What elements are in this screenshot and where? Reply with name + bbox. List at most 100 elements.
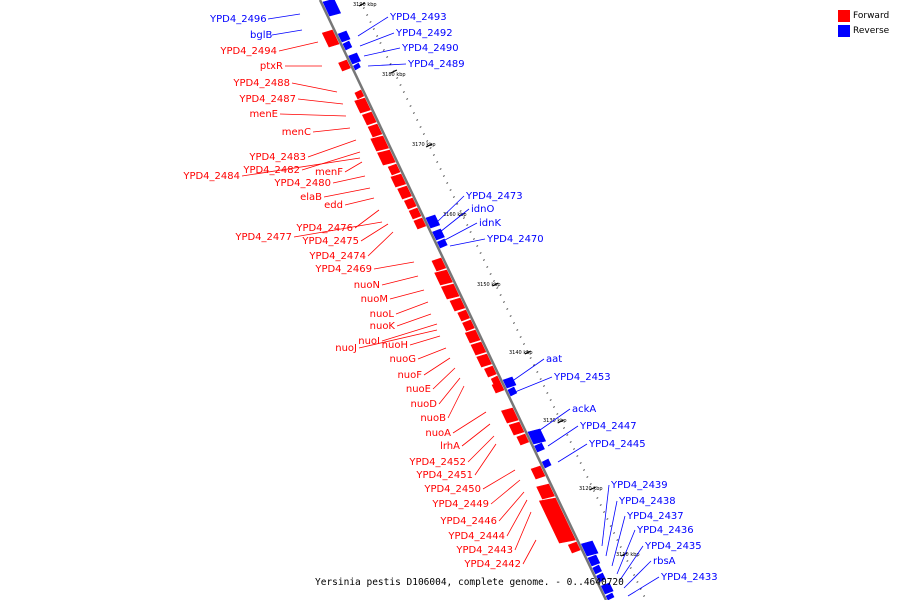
minor-tick (482, 259, 485, 261)
reverse-gene-glyph (507, 386, 518, 397)
minor-tick (492, 280, 495, 282)
forward-gene-glyph (491, 381, 505, 394)
forward-gene-label: YPD4_2477 (234, 232, 292, 243)
reverse-gene-label: YPD4_2437 (626, 511, 684, 522)
tick-label: 3190 kbp (353, 2, 377, 8)
forward-leader-line (381, 275, 419, 286)
forward-leader-line (522, 539, 537, 565)
forward-leader-line (417, 347, 447, 360)
reverse-leader-line (539, 408, 571, 431)
minor-tick (549, 399, 552, 401)
minor-tick (502, 301, 505, 303)
forward-leader-line (381, 323, 438, 342)
forward-gene-glyph (449, 297, 466, 312)
minor-tick (399, 84, 402, 86)
forward-gene-label: nuoL (370, 309, 395, 320)
minor-tick (416, 119, 419, 121)
forward-gene-label: nuoG (389, 354, 416, 365)
reverse-gene-glyph (353, 62, 361, 71)
minor-tick (389, 63, 392, 65)
reverse-gene-label: YPD4_2473 (465, 191, 523, 202)
reverse-gene-label: YPD4_2489 (407, 59, 465, 70)
forward-leader-line (367, 231, 394, 257)
forward-gene-glyph (431, 257, 447, 272)
reverse-gene-glyph (436, 238, 448, 249)
forward-gene-label: YPD4_2483 (248, 152, 306, 163)
reverse-gene-label: YPD4_2435 (644, 541, 702, 552)
forward-gene-glyph (387, 163, 401, 176)
minor-tick (392, 70, 395, 72)
minor-tick (452, 196, 455, 198)
forward-gene-glyph (397, 185, 412, 200)
forward-leader-line (344, 197, 375, 206)
minor-tick (626, 560, 629, 562)
forward-gene-label: nuoI (358, 336, 380, 347)
minor-tick (402, 91, 405, 93)
forward-leader-line (474, 443, 497, 476)
forward-gene-label: nuoJ (335, 343, 357, 354)
minor-tick (422, 133, 425, 135)
forward-gene-glyph (516, 433, 530, 446)
forward-gene-label: YPD4_2474 (308, 251, 366, 262)
minor-tick (539, 378, 542, 380)
forward-gene-label: YPD4_2494 (219, 46, 277, 57)
minor-tick (566, 434, 569, 436)
minor-tick (512, 322, 515, 324)
forward-gene-glyph (354, 97, 371, 114)
minor-tick (426, 140, 429, 142)
forward-gene-label: nuoD (411, 399, 438, 410)
minor-tick (636, 581, 639, 583)
reverse-gene-label: YPD4_2445 (588, 439, 646, 450)
forward-gene-label: nuoE (406, 384, 431, 395)
forward-gene-label: edd (324, 200, 343, 211)
forward-gene-label: YPD4_2480 (273, 178, 331, 189)
forward-leader-line (358, 329, 438, 349)
reverse-gene-label: YPD4_2433 (660, 572, 718, 583)
reverse-leader-line (605, 500, 618, 557)
forward-leader-line (297, 98, 344, 105)
forward-gene-label: YPD4_2442 (463, 559, 521, 570)
minor-tick (633, 574, 636, 576)
reverse-gene-label: idnK (479, 218, 501, 229)
forward-leader-line (482, 469, 516, 490)
forward-leader-line (360, 223, 389, 242)
reverse-leader-line (357, 16, 389, 37)
forward-gene-label: YPD4_2487 (238, 94, 296, 105)
minor-tick (376, 35, 379, 37)
major-tick (358, 2, 366, 7)
minor-tick (546, 392, 549, 394)
minor-tick (563, 427, 566, 429)
minor-tick (643, 595, 646, 597)
reverse-gene-label: ackA (572, 404, 596, 415)
reverse-leader-line (611, 515, 626, 567)
reverse-gene-glyph (432, 228, 445, 241)
forward-gene-label: YPD4_2476 (295, 223, 353, 234)
minor-tick (573, 448, 576, 450)
forward-gene-label: YPD4_2488 (232, 78, 290, 89)
forward-leader-line (278, 41, 319, 52)
reverse-gene-glyph (605, 592, 615, 600)
legend: Forward Reverse (838, 8, 898, 38)
minor-tick (436, 161, 439, 163)
forward-leader-line (438, 377, 461, 405)
minor-tick (506, 308, 509, 310)
forward-leader-line (506, 499, 528, 537)
reverse-leader-line (557, 443, 588, 463)
forward-gene-glyph (321, 29, 340, 48)
forward-leader-line (409, 335, 441, 346)
minor-tick (576, 455, 579, 457)
reverse-leader-line (601, 484, 610, 547)
minor-tick (529, 357, 532, 359)
reverse-leader-line (267, 13, 301, 20)
forward-gene-glyph (530, 465, 546, 480)
forward-leader-line (423, 357, 451, 376)
forward-gene-glyph (390, 173, 407, 188)
reverse-leader-line (444, 222, 478, 241)
reverse-leader-line (514, 376, 553, 393)
minor-tick (613, 532, 616, 534)
reverse-gene-label: bglB (250, 30, 272, 41)
minor-tick (559, 420, 562, 422)
forward-leader-line (447, 385, 465, 419)
minor-tick (569, 441, 572, 443)
